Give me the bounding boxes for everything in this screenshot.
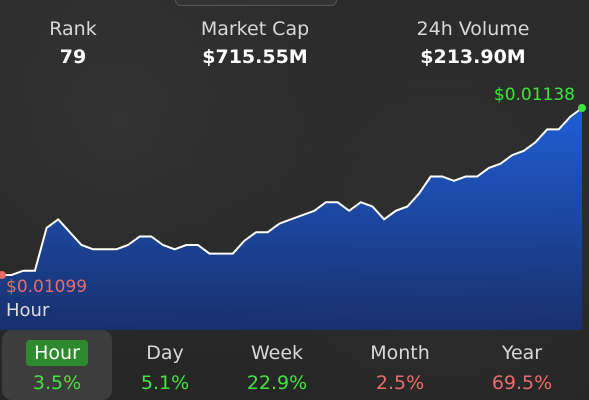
tab-label: Year	[501, 342, 543, 364]
chart-line	[0, 107, 583, 276]
tab-change: 22.9%	[246, 372, 308, 394]
period-label: Hour	[6, 300, 50, 321]
tab-day[interactable]: Day 5.1%	[110, 330, 220, 400]
stat-rank-label: Rank	[49, 18, 97, 40]
stat-volume: 24h Volume $213.90M	[383, 18, 563, 68]
price-low-label: $0.01099	[6, 277, 88, 297]
stat-rank-value: 79	[59, 46, 87, 68]
stat-market-cap: Market Cap $715.55M	[165, 18, 345, 68]
tab-label: Day	[146, 342, 184, 364]
stat-market-cap-label: Market Cap	[200, 18, 310, 40]
price-chart	[0, 104, 586, 330]
tab-month[interactable]: Month 2.5%	[345, 330, 455, 400]
tab-week[interactable]: Week 22.9%	[222, 330, 332, 400]
top-handle	[175, 0, 337, 6]
stat-volume-label: 24h Volume	[416, 18, 530, 40]
stat-market-cap-value: $715.55M	[202, 46, 308, 68]
tab-change: 5.1%	[140, 372, 190, 394]
chart-low-point	[0, 271, 6, 279]
chart-area	[0, 108, 582, 330]
stats-row: Rank 79 Market Cap $715.55M 24h Volume $…	[0, 18, 589, 78]
tab-year[interactable]: Year 69.5%	[467, 330, 577, 400]
tab-change: 3.5%	[32, 372, 82, 394]
price-high-label: $0.01138	[493, 85, 575, 105]
stat-volume-value: $213.90M	[420, 46, 526, 68]
period-tabs: Hour 3.5% Day 5.1% Week 22.9% Month 2.5% Year 69.…	[0, 330, 589, 400]
tab-change: 2.5%	[375, 372, 425, 394]
chart-high-point	[578, 104, 586, 112]
tab-label: Month	[370, 342, 430, 364]
tab-label: Hour	[26, 340, 88, 366]
tab-label: Week	[250, 342, 304, 364]
tab-change: 69.5%	[491, 372, 553, 394]
tab-hour[interactable]: Hour 3.5%	[2, 330, 112, 400]
stat-rank: Rank 79	[0, 18, 163, 68]
